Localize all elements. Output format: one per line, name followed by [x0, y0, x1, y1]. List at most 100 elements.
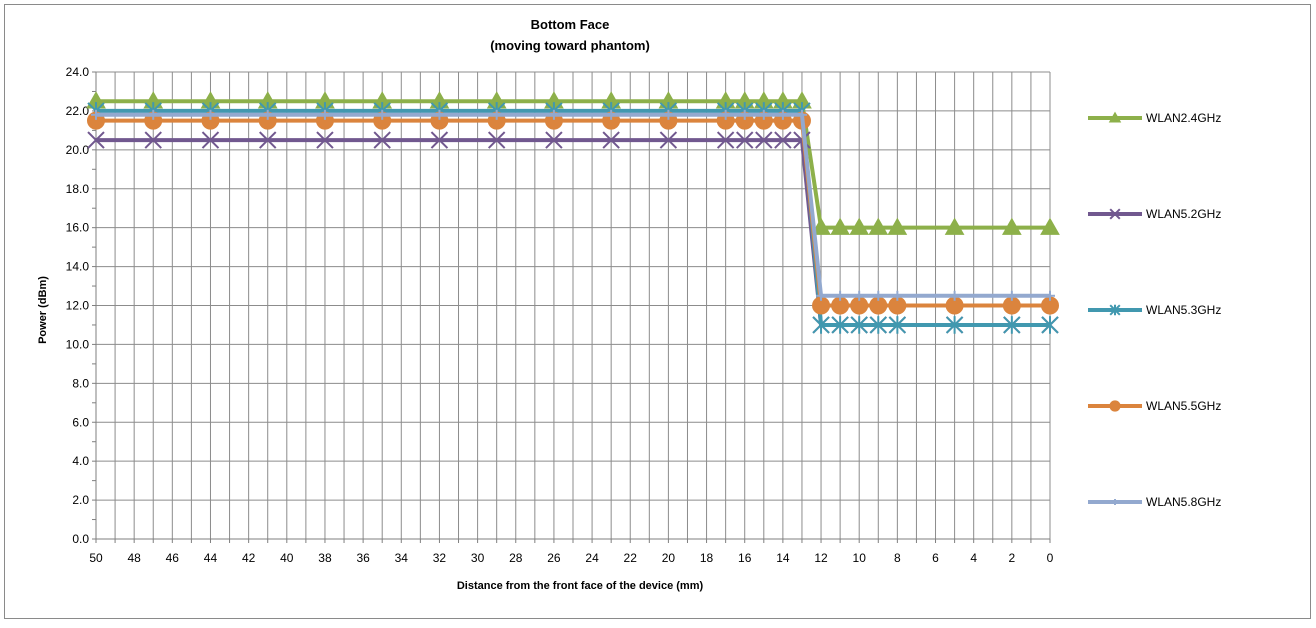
chart-title: Bottom Face [531, 17, 610, 32]
data-point [739, 109, 750, 120]
data-point [736, 131, 754, 149]
marker-x [259, 131, 277, 149]
legend-label: WLAN5.3GHz [1146, 303, 1221, 317]
y-tick-label: 20.0 [66, 143, 90, 157]
data-point [892, 290, 903, 301]
marker-x [755, 131, 773, 149]
x-tick-label: 38 [318, 551, 332, 565]
legend-label: WLAN2.4GHz [1146, 111, 1221, 125]
data-point [663, 109, 674, 120]
marker-star [1003, 316, 1021, 334]
legend-label: WLAN5.8GHz [1146, 495, 1221, 509]
marker-x [430, 131, 449, 149]
data-point [316, 131, 334, 149]
marker-x [201, 131, 220, 149]
x-tick-label: 12 [814, 551, 828, 565]
marker-x [659, 131, 678, 149]
data-point [777, 109, 788, 120]
marker-triangle [849, 217, 870, 235]
marker-x [736, 131, 754, 149]
marker-plus [1112, 499, 1118, 505]
marker-star [812, 316, 830, 334]
data-point [1006, 290, 1017, 301]
marker-plus [739, 109, 750, 120]
x-tick-label: 50 [89, 551, 103, 565]
data-point [720, 109, 731, 120]
y-tick-label: 6.0 [72, 415, 89, 429]
y-tick-label: 22.0 [66, 104, 90, 118]
x-tick-label: 2 [1008, 551, 1015, 565]
marker-plus [777, 109, 788, 120]
x-tick-label: 48 [127, 551, 141, 565]
marker-triangle [887, 217, 908, 235]
legend-item: WLAN5.3GHz [1088, 303, 1221, 317]
marker-x [487, 131, 506, 149]
y-tick-label: 4.0 [72, 454, 89, 468]
marker-plus [854, 290, 865, 301]
marker-plus [606, 109, 617, 120]
data-point [148, 109, 159, 120]
data-point [758, 109, 769, 120]
x-tick-label: 34 [395, 551, 409, 565]
marker-triangle [1040, 217, 1060, 235]
y-tick-label: 0.0 [72, 532, 89, 546]
data-point [854, 290, 865, 301]
marker-plus [949, 290, 960, 301]
x-tick-label: 10 [853, 551, 867, 565]
x-tick-label: 44 [204, 551, 218, 565]
legend-item: WLAN5.2GHz [1088, 207, 1221, 221]
data-point [849, 217, 870, 235]
marker-star [945, 316, 964, 334]
legend-item: WLAN5.5GHz [1088, 399, 1221, 413]
marker-circle [1109, 400, 1121, 412]
data-point [945, 316, 964, 334]
data-point [205, 109, 216, 120]
marker-plus [377, 109, 388, 120]
data-point [944, 217, 965, 235]
x-tick-label: 46 [166, 551, 180, 565]
data-point [796, 109, 807, 120]
x-tick-label: 28 [509, 551, 523, 565]
marker-x [545, 131, 563, 149]
data-point [1041, 316, 1059, 334]
axes: 0.0 2.0 4.0 6.0 8.0 10.0 12.0 14.0 16.0 18.0 20.0 2… [66, 65, 1054, 565]
marker-star [1041, 316, 1059, 334]
x-axis-label: Distance from the front face of the devi… [457, 580, 704, 592]
data-point [262, 109, 273, 120]
y-tick-label: 16.0 [66, 221, 90, 235]
marker-triangle [1001, 217, 1022, 235]
data-point [144, 131, 162, 149]
data-point [606, 109, 617, 120]
data-point [811, 217, 831, 235]
marker-plus [434, 109, 445, 120]
marker-plus [758, 109, 769, 120]
x-tick-label: 42 [242, 551, 256, 565]
data-point [87, 131, 105, 149]
marker-star [869, 316, 887, 334]
series-WLAN5.8GHz [91, 109, 1055, 301]
marker-star [850, 316, 868, 334]
data-point [868, 217, 889, 235]
marker-x [716, 131, 735, 149]
y-tick-label: 2.0 [72, 493, 89, 507]
marker-x [87, 131, 105, 149]
marker-plus [892, 290, 903, 301]
data-point [887, 217, 908, 235]
marker-x [1109, 208, 1121, 220]
marker-plus [491, 109, 502, 120]
data-point [873, 290, 884, 301]
x-tick-label: 20 [662, 551, 676, 565]
data-point [835, 290, 846, 301]
marker-plus [205, 109, 216, 120]
data-point [430, 131, 449, 149]
marker-plus [720, 109, 731, 120]
x-tick-label: 6 [932, 551, 939, 565]
marker-triangle [944, 217, 965, 235]
data-point [831, 316, 849, 334]
x-tick-label: 0 [1047, 551, 1054, 565]
data-point [774, 131, 792, 149]
x-tick-label: 4 [970, 551, 977, 565]
data-point [812, 316, 830, 334]
